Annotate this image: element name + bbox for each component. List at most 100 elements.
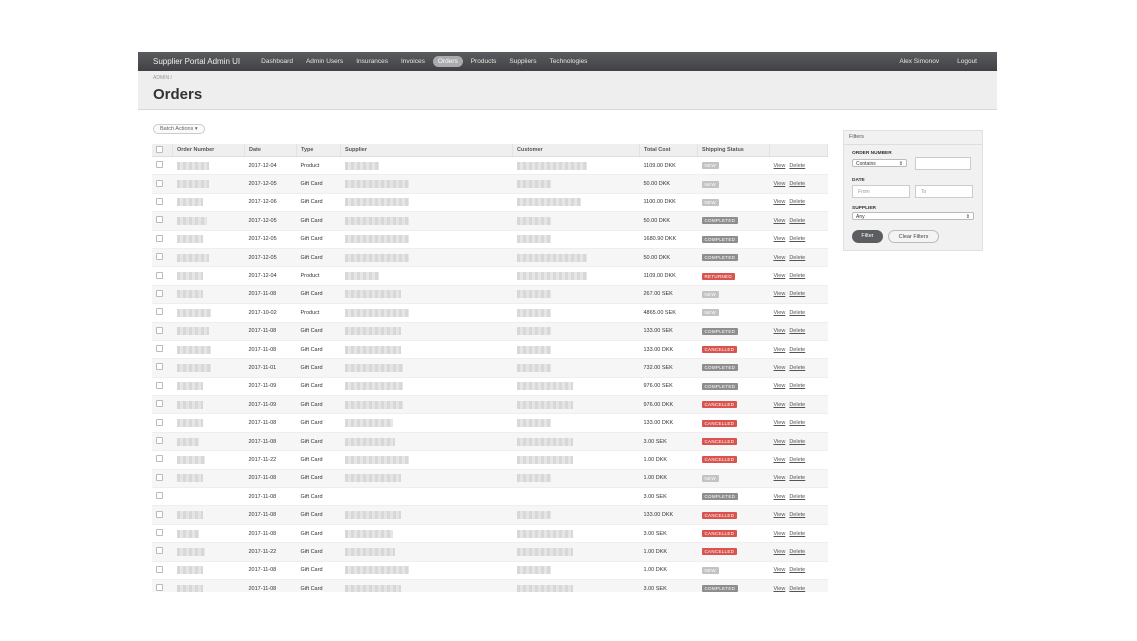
- row-checkbox[interactable]: [156, 363, 163, 371]
- clear-filters-button[interactable]: Clear Filters: [888, 230, 939, 243]
- table-row[interactable]: 2017-12-04 Product 1109.00 DKK RETURNED View…: [152, 266, 828, 286]
- row-checkbox[interactable]: [156, 308, 163, 316]
- table-row[interactable]: 2017-11-08 Gift Card 3.00 SEK CANCELLED View…: [152, 432, 828, 452]
- view-link[interactable]: View: [773, 162, 786, 169]
- delete-link[interactable]: Delete: [789, 291, 806, 298]
- row-checkbox[interactable]: [156, 253, 163, 261]
- view-link[interactable]: View: [773, 383, 786, 390]
- delete-link[interactable]: Delete: [789, 475, 806, 482]
- delete-link[interactable]: Delete: [789, 548, 806, 555]
- delete-link[interactable]: Delete: [789, 181, 806, 188]
- delete-link[interactable]: Delete: [789, 162, 806, 169]
- delete-link[interactable]: Delete: [789, 493, 806, 500]
- delete-link[interactable]: Delete: [789, 199, 806, 206]
- nav-item-technologies[interactable]: Technologies: [549, 58, 588, 65]
- date-to-input[interactable]: To: [915, 185, 973, 198]
- table-row[interactable]: 2017-11-09 Gift Card 976.00 DKK CANCELLED Vi…: [152, 395, 828, 415]
- delete-link[interactable]: Delete: [789, 254, 806, 261]
- delete-link[interactable]: Delete: [789, 420, 806, 427]
- row-checkbox[interactable]: [156, 529, 163, 536]
- delete-link[interactable]: Delete: [789, 236, 806, 243]
- select-all-checkbox[interactable]: [156, 145, 163, 153]
- row-checkbox[interactable]: [156, 584, 163, 592]
- delete-link[interactable]: Delete: [789, 217, 806, 224]
- row-checkbox[interactable]: [156, 216, 163, 224]
- view-link[interactable]: View: [773, 254, 786, 261]
- app-title[interactable]: Supplier Portal Admin UI: [153, 57, 241, 66]
- logout-link[interactable]: Logout: [957, 58, 977, 65]
- delete-link[interactable]: Delete: [789, 328, 806, 335]
- view-link[interactable]: View: [773, 493, 786, 500]
- row-checkbox[interactable]: [156, 418, 163, 426]
- view-link[interactable]: View: [773, 217, 786, 224]
- delete-link[interactable]: Delete: [789, 438, 806, 445]
- breadcrumb[interactable]: ADMIN /: [153, 75, 172, 81]
- view-link[interactable]: View: [773, 548, 786, 555]
- row-checkbox[interactable]: [156, 547, 163, 555]
- delete-link[interactable]: Delete: [789, 512, 806, 519]
- table-row[interactable]: 2017-12-05 Gift Card 50.00 DKK COMPLETED Vie…: [152, 248, 828, 268]
- row-checkbox[interactable]: [156, 565, 163, 573]
- view-link[interactable]: View: [773, 181, 786, 188]
- row-checkbox[interactable]: [156, 473, 163, 481]
- nav-item-invoices[interactable]: Invoices: [400, 58, 425, 65]
- table-row[interactable]: 2017-11-08 Gift Card 133.00 DKK CANCELLED Vi…: [152, 340, 828, 360]
- view-link[interactable]: View: [773, 475, 786, 482]
- view-link[interactable]: View: [773, 273, 786, 280]
- table-row[interactable]: 2017-12-06 Gift Card 1100.00 DKK NEW View Del…: [152, 193, 828, 213]
- row-checkbox[interactable]: [156, 381, 163, 389]
- nav-item-products[interactable]: Products: [470, 58, 497, 65]
- table-row[interactable]: 2017-11-22 Gift Card 1.00 DKK CANCELLED View…: [152, 542, 828, 562]
- nav-item-orders[interactable]: Orders: [432, 56, 463, 67]
- row-checkbox[interactable]: [156, 345, 163, 353]
- delete-link[interactable]: Delete: [789, 567, 806, 574]
- table-row[interactable]: 2017-12-05 Gift Card 1680.90 DKK COMPLETED V…: [152, 230, 828, 249]
- row-checkbox[interactable]: [156, 455, 163, 463]
- batch-actions-button[interactable]: Batch Actions ▾: [153, 124, 205, 134]
- table-row[interactable]: 2017-11-08 Gift Card 267.00 SEK NEW View Dele…: [152, 285, 828, 305]
- view-link[interactable]: View: [773, 346, 786, 353]
- filter-button[interactable]: Filter: [852, 230, 883, 243]
- view-link[interactable]: View: [773, 420, 786, 427]
- nav-item-dashboard[interactable]: Dashboard: [261, 58, 293, 65]
- table-row[interactable]: 2017-11-01 Gift Card 732.00 SEK COMPLETED Vi…: [152, 358, 828, 378]
- table-row[interactable]: 2017-11-08 Gift Card 1.00 DKK NEW View Delete: [152, 561, 828, 580]
- row-checkbox[interactable]: [156, 197, 163, 205]
- delete-link[interactable]: Delete: [789, 383, 806, 390]
- order-number-input[interactable]: [915, 157, 971, 170]
- table-row[interactable]: 2017-11-08 Gift Card 3.00 SEK COMPLETED View…: [152, 487, 828, 507]
- view-link[interactable]: View: [773, 530, 786, 537]
- table-row[interactable]: 2017-11-09 Gift Card 976.00 SEK COMPLETED Vi…: [152, 377, 828, 397]
- delete-link[interactable]: Delete: [789, 309, 806, 316]
- table-row[interactable]: 2017-11-08 Gift Card 1.00 DKK NEW View Delete: [152, 469, 828, 489]
- table-row[interactable]: 2017-10-02 Product 4865.00 SEK NEW View Delet…: [152, 303, 828, 323]
- table-row[interactable]: 2017-12-05 Gift Card 50.00 DKK NEW View Delet…: [152, 174, 828, 194]
- row-checkbox[interactable]: [156, 326, 163, 334]
- delete-link[interactable]: Delete: [789, 585, 806, 592]
- row-checkbox[interactable]: [156, 400, 163, 408]
- view-link[interactable]: View: [773, 585, 786, 592]
- table-row[interactable]: 2017-11-08 Gift Card 3.00 SEK COMPLETED View…: [152, 579, 828, 592]
- table-row[interactable]: 2017-11-08 Gift Card 3.00 SEK CANCELLED View…: [152, 524, 828, 544]
- delete-link[interactable]: Delete: [789, 346, 806, 353]
- nav-item-suppliers[interactable]: Suppliers: [509, 58, 537, 65]
- nav-item-admin-users[interactable]: Admin Users: [305, 58, 344, 65]
- supplier-select[interactable]: Any ⇕: [852, 212, 974, 220]
- col-shipping-status[interactable]: Shipping Status: [697, 144, 770, 157]
- view-link[interactable]: View: [773, 438, 786, 445]
- row-checkbox[interactable]: [156, 161, 163, 169]
- view-link[interactable]: View: [773, 567, 786, 574]
- delete-link[interactable]: Delete: [789, 530, 806, 537]
- row-checkbox[interactable]: [156, 179, 163, 187]
- col-order-number[interactable]: Order Number: [172, 144, 245, 157]
- row-checkbox[interactable]: [156, 492, 163, 500]
- view-link[interactable]: View: [773, 236, 786, 243]
- table-row[interactable]: 2017-12-04 Product 1109.00 DKK NEW View Delet…: [152, 156, 828, 176]
- row-checkbox[interactable]: [156, 271, 163, 279]
- view-link[interactable]: View: [773, 364, 786, 371]
- col-date[interactable]: Date: [244, 144, 297, 157]
- view-link[interactable]: View: [773, 328, 786, 335]
- delete-link[interactable]: Delete: [789, 273, 806, 280]
- view-link[interactable]: View: [773, 291, 786, 298]
- date-from-input[interactable]: From: [852, 185, 910, 198]
